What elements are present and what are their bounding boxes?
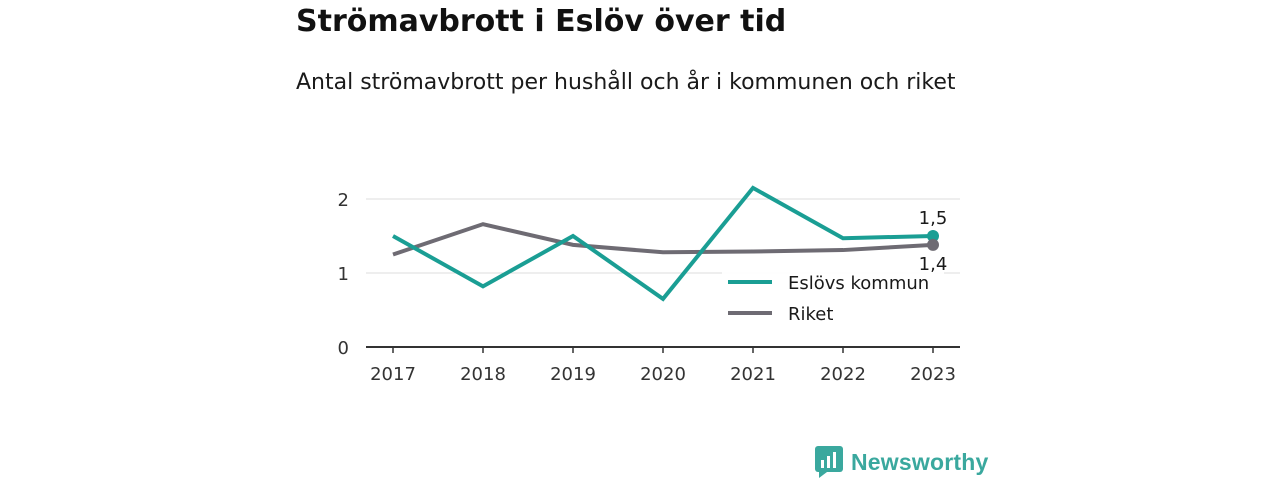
chart-subtitle: Antal strömavbrott per hushåll och år i … — [296, 70, 956, 95]
series-line-eslövs-kommun — [392, 185, 934, 302]
y-tick-label: 0 — [338, 338, 349, 359]
legend-label: Riket — [788, 304, 833, 325]
x-tick-label: 2022 — [820, 364, 866, 385]
x-tick-label: 2020 — [640, 364, 686, 385]
legend-box — [722, 268, 944, 330]
end-point-marker — [927, 238, 939, 251]
x-tick-label: 2021 — [730, 364, 776, 385]
y-tick-label: 2 — [338, 190, 349, 211]
x-tick-label: 2019 — [550, 364, 596, 385]
end-value-label: 1,5 — [919, 208, 948, 229]
newsworthy-logo: Newsworthy — [815, 446, 988, 478]
brand-name: Newsworthy — [851, 448, 989, 475]
legend-label: Eslövs kommun — [788, 273, 929, 294]
end-point-marker — [927, 230, 939, 242]
x-tick-label: 2023 — [910, 364, 956, 385]
x-tick-label: 2018 — [460, 364, 506, 385]
series-line-riket — [392, 222, 934, 257]
x-tick-label: 2017 — [370, 364, 416, 385]
bar-chart-bubble-icon — [815, 446, 843, 478]
y-tick-label: 1 — [338, 264, 349, 285]
end-value-label: 1,4 — [919, 254, 948, 275]
line-chart: 0 1 2 2017 2018 2019 2020 2021 2022 2023 Eslövs ko… — [338, 185, 960, 385]
chart-title: Strömavbrott i Eslöv över tid — [296, 4, 787, 39]
